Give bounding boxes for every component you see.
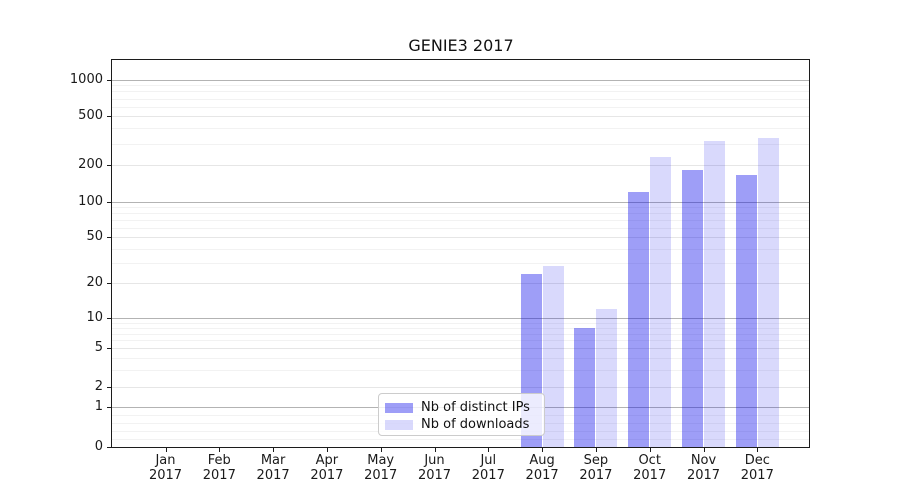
gridline-500	[112, 116, 809, 118]
y-tick-mark	[107, 282, 111, 284]
plot-area	[111, 59, 810, 448]
y-tick-label-1: 1	[94, 398, 103, 414]
gridline-minor	[112, 357, 809, 359]
gridline-1000	[112, 79, 809, 81]
y-tick-mark	[107, 387, 111, 389]
x-tick-mark	[757, 448, 759, 452]
x-tick-mark	[434, 448, 436, 452]
x-tick-mark	[488, 448, 490, 452]
y-tick-label-1000: 1000	[69, 71, 103, 87]
gridline-minor	[112, 340, 809, 342]
gridline-10	[112, 318, 809, 320]
gridline-minor	[112, 91, 809, 93]
y-tick-label-2: 2	[94, 379, 103, 395]
bar-ips-oct	[628, 192, 650, 447]
gridline-minor	[112, 248, 809, 250]
gridline-minor	[112, 322, 809, 324]
x-tick-label-jul: Jul 2017	[471, 453, 505, 483]
x-tick-mark	[380, 448, 382, 452]
y-tick-mark	[107, 348, 111, 350]
x-tick-label-dec: Dec 2017	[740, 453, 774, 483]
gridline-minor	[112, 106, 809, 108]
y-tick-mark	[107, 406, 111, 408]
x-tick-label-jun: Jun 2017	[417, 453, 452, 483]
bar-downloads-aug	[542, 266, 564, 447]
gridline-minor	[112, 207, 809, 209]
y-tick-mark	[107, 318, 111, 320]
bar-downloads-nov	[704, 140, 725, 447]
y-tick-label-0: 0	[94, 439, 103, 454]
x-tick-mark	[273, 448, 275, 452]
legend-label-distinct-ips: Nb of distinct IPs	[421, 400, 530, 415]
x-tick-mark	[703, 448, 705, 452]
x-tick-label-jan: Jan 2017	[148, 453, 183, 483]
x-tick-label-may: May 2017	[364, 453, 398, 483]
x-tick-label-sep: Sep 2017	[579, 453, 613, 483]
gridline-minor	[112, 333, 809, 335]
gridline-100	[112, 201, 809, 203]
gridline-200	[112, 165, 809, 167]
y-tick-label-200: 200	[78, 157, 103, 173]
y-tick-label-10: 10	[86, 310, 103, 326]
y-tick-label-100: 100	[78, 193, 103, 209]
x-tick-label-oct: Oct 2017	[633, 453, 667, 483]
gridline-2	[112, 387, 809, 389]
gridline-minor	[112, 85, 809, 87]
gridline-minor	[112, 213, 809, 215]
bar-ips-dec	[735, 174, 757, 447]
x-tick-mark	[542, 448, 544, 452]
y-tick-mark	[107, 79, 111, 81]
gridline-minor	[112, 143, 809, 145]
y-tick-mark	[107, 447, 111, 448]
bar-downloads-oct	[650, 156, 672, 447]
legend-item-downloads: Nb of downloads	[385, 416, 544, 433]
legend-label-downloads: Nb of downloads	[421, 417, 530, 432]
y-tick-label-50: 50	[86, 229, 103, 245]
x-tick-mark	[165, 448, 167, 452]
legend-item-distinct-ips: Nb of distinct IPs	[385, 399, 544, 416]
x-tick-label-mar: Mar 2017	[256, 453, 290, 483]
x-tick-mark	[649, 448, 651, 452]
gridline-minor	[112, 438, 809, 440]
gridline-minor	[112, 98, 809, 100]
y-tick-label-5: 5	[94, 340, 103, 356]
gridline-minor	[112, 228, 809, 230]
x-tick-mark	[595, 448, 597, 452]
gridline-minor	[112, 220, 809, 222]
bar-ips-nov	[682, 170, 703, 447]
gridline-5	[112, 348, 809, 350]
x-tick-mark	[219, 448, 221, 452]
legend-swatch-downloads-icon	[385, 419, 413, 430]
y-tick-mark	[107, 116, 111, 118]
x-tick-label-apr: Apr 2017	[310, 453, 344, 483]
gridline-minor	[112, 370, 809, 371]
gridline-50	[112, 237, 809, 239]
gridline-20	[112, 282, 809, 284]
x-tick-label-nov: Nov 2017	[686, 453, 721, 483]
y-tick-mark	[107, 201, 111, 203]
gridline-minor	[112, 262, 809, 264]
legend-swatch-distinct-ips-icon	[385, 402, 413, 413]
y-tick-label-500: 500	[78, 108, 103, 124]
x-tick-mark	[326, 448, 328, 452]
y-tick-mark	[107, 237, 111, 239]
legend: Nb of distinct IPs Nb of downloads	[378, 393, 545, 436]
bar-downloads-sep	[596, 309, 618, 447]
chart-title: GENIE3 2017	[408, 36, 514, 55]
y-tick-label-20: 20	[86, 274, 103, 290]
y-tick-mark	[107, 165, 111, 167]
x-tick-label-feb: Feb 2017	[202, 453, 236, 483]
gridline-minor	[112, 327, 809, 329]
bar-ips-sep	[574, 327, 596, 447]
gridline-minor	[112, 128, 809, 130]
bar-downloads-dec	[757, 138, 779, 447]
x-tick-label-aug: Aug 2017	[525, 453, 559, 483]
